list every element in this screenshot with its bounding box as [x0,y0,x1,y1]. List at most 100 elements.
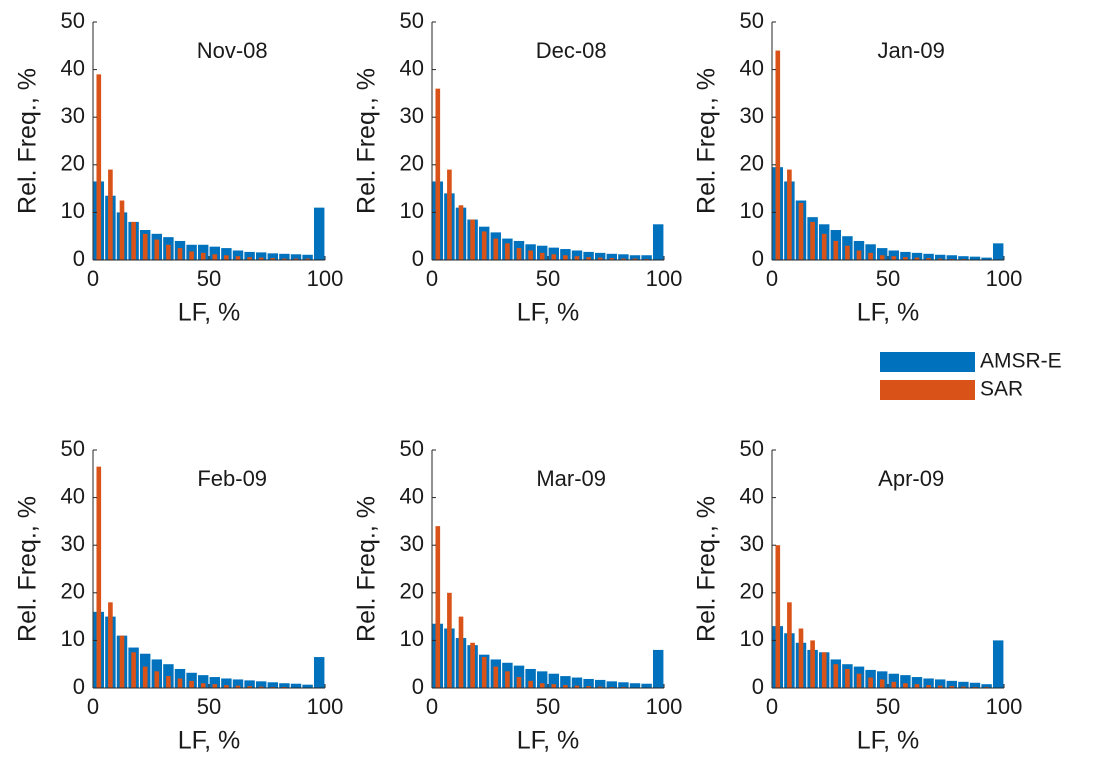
bar [548,247,560,260]
bar [787,169,792,260]
bar [900,675,911,688]
y-tick-label: 0 [73,246,85,271]
bar [166,244,171,260]
bar [247,257,252,260]
x-axis-label: LF, % [517,299,580,327]
bar [845,245,850,260]
bar [641,255,652,260]
bar [279,253,290,260]
bar [891,256,897,260]
bar [235,685,241,688]
bar [574,685,580,688]
bar [652,224,664,260]
bar [923,253,934,260]
bar [505,671,510,688]
bar [888,250,900,260]
bar [493,666,499,688]
y-tick-label: 0 [412,246,424,271]
bar [865,244,876,260]
bar [142,666,148,688]
bar [302,684,313,688]
y-tick-label: 30 [400,103,424,128]
bar [810,640,815,688]
bar [775,545,781,688]
bar [224,685,229,688]
bar [618,682,629,688]
y-axis-label: Rel. Freq., % [693,68,721,214]
bar [597,257,603,260]
y-tick-label: 50 [61,8,85,33]
bar [539,252,545,260]
bar [267,682,279,688]
bar [958,256,969,260]
bar [586,257,591,260]
bar [879,255,885,260]
y-tick-label: 40 [61,55,85,80]
x-tick-label: 50 [536,694,560,719]
bar [946,680,958,688]
y-tick-label: 20 [740,151,764,176]
bar [528,680,533,688]
bar [539,683,545,688]
y-tick-label: 20 [61,151,85,176]
bar [212,254,218,260]
bar [244,251,255,260]
x-tick-label: 100 [307,266,344,291]
x-tick-label: 100 [307,694,344,719]
bar [96,466,102,688]
x-tick-label: 0 [426,694,438,719]
bar [282,258,287,260]
bar [166,676,171,688]
x-tick-label: 50 [876,266,900,291]
panel-title: Nov-08 [197,38,268,63]
y-tick-label: 50 [61,436,85,461]
x-tick-label: 0 [766,694,778,719]
bar [609,258,615,260]
bar [946,255,958,260]
y-axis-label: Rel. Freq., % [14,496,42,642]
bar [293,258,299,260]
y-axis-label: Rel. Freq., % [353,496,381,642]
bar [447,592,452,688]
y-tick-label: 10 [740,198,764,223]
bar [458,205,464,260]
bar [470,642,475,688]
y-tick-label: 40 [61,483,85,508]
y-tick-label: 0 [73,674,85,699]
bar [302,254,313,260]
bar [209,677,221,688]
bar [606,681,618,688]
bar [560,249,571,260]
bar [856,673,862,688]
bar [876,248,888,260]
x-axis-label: LF, % [857,299,920,327]
y-tick-label: 20 [61,579,85,604]
bar [775,50,781,261]
bar [131,221,136,260]
y-tick-label: 20 [740,579,764,604]
bar [516,248,522,260]
bar [270,258,276,260]
bar [258,257,264,260]
x-tick-label: 0 [87,266,99,291]
bar [244,680,255,688]
bar [903,683,908,688]
x-tick-label: 0 [87,694,99,719]
bar [571,250,583,260]
bar [177,248,183,260]
bar [981,257,992,260]
y-tick-label: 0 [752,246,764,271]
bar [200,683,206,688]
bar [903,257,908,260]
bar [119,200,125,260]
bar [641,683,652,688]
panel-title: Feb-09 [197,466,267,491]
bar [798,628,804,688]
panel-title: Dec-08 [536,38,607,63]
bar [583,678,594,688]
y-tick-label: 20 [400,151,424,176]
bar [505,243,510,260]
bar [551,254,557,260]
bar [632,258,638,260]
